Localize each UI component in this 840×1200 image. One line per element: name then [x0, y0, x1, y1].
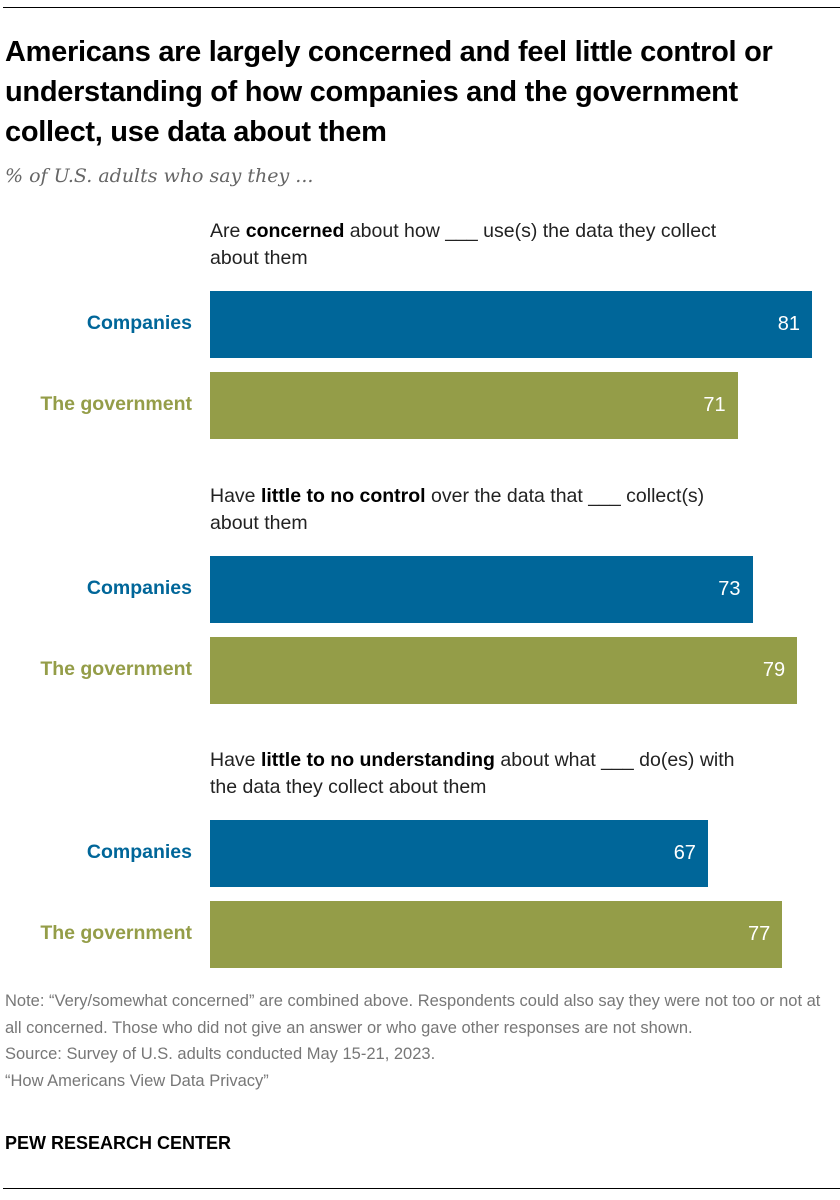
source-text: Source: Survey of U.S. adults conducted … [5, 1045, 436, 1063]
category-label: Companies [86, 312, 192, 334]
data-label: 79 [762, 659, 786, 681]
bar-government: 79 [210, 637, 798, 704]
group-label: Have little to no understanding about wh… [210, 747, 750, 801]
group-label-text: about how ___ use(s) the data they colle… [210, 220, 717, 269]
category-label: Companies [86, 841, 192, 863]
group-label-text: Have [210, 749, 261, 771]
top-rule [3, 7, 840, 8]
category-label: The government [40, 658, 192, 680]
group-label: Are concerned about how ___ use(s) the d… [210, 218, 750, 272]
notes: Note: “Very/somewhat concerned” are comb… [5, 988, 825, 1094]
data-label: 71 [703, 394, 726, 416]
data-label: 77 [748, 923, 771, 945]
bar-companies: 67 [210, 820, 708, 887]
data-label: 67 [673, 842, 696, 864]
data-label: 81 [777, 313, 800, 335]
bar-companies: 81 [210, 291, 812, 358]
group-label: Have little to no control over the data … [210, 483, 750, 537]
chart-subtitle: % of U.S. adults who say they ... [5, 165, 314, 187]
group-label-text: about what ___ do(es) with the data they… [210, 749, 735, 798]
pew-logo-text: PEW RESEARCH CENTER [5, 1133, 232, 1153]
bar-government: 77 [210, 901, 783, 968]
chart-title: Americans are largely concerned and feel… [5, 36, 773, 148]
bar-companies: 73 [210, 556, 753, 623]
bottom-rule [3, 1188, 840, 1189]
group-label-emphasis: concerned [245, 220, 345, 242]
category-label: The government [40, 922, 192, 944]
category-label: Companies [86, 577, 192, 599]
report-title: “How Americans View Data Privacy” [5, 1071, 269, 1090]
group-label-text: over the data that ___ collect(s) about … [210, 485, 705, 534]
data-label: 73 [718, 578, 741, 600]
note-text: Note: “Very/somewhat concerned” are comb… [5, 992, 821, 1037]
group-label-text: Are [210, 220, 246, 242]
category-label: The government [40, 393, 192, 415]
group-label-text: Have [210, 485, 261, 507]
group-label-emphasis: little to no control [260, 485, 426, 507]
group-label-emphasis: little to no understanding [260, 749, 495, 771]
bar-government: 71 [210, 372, 738, 439]
